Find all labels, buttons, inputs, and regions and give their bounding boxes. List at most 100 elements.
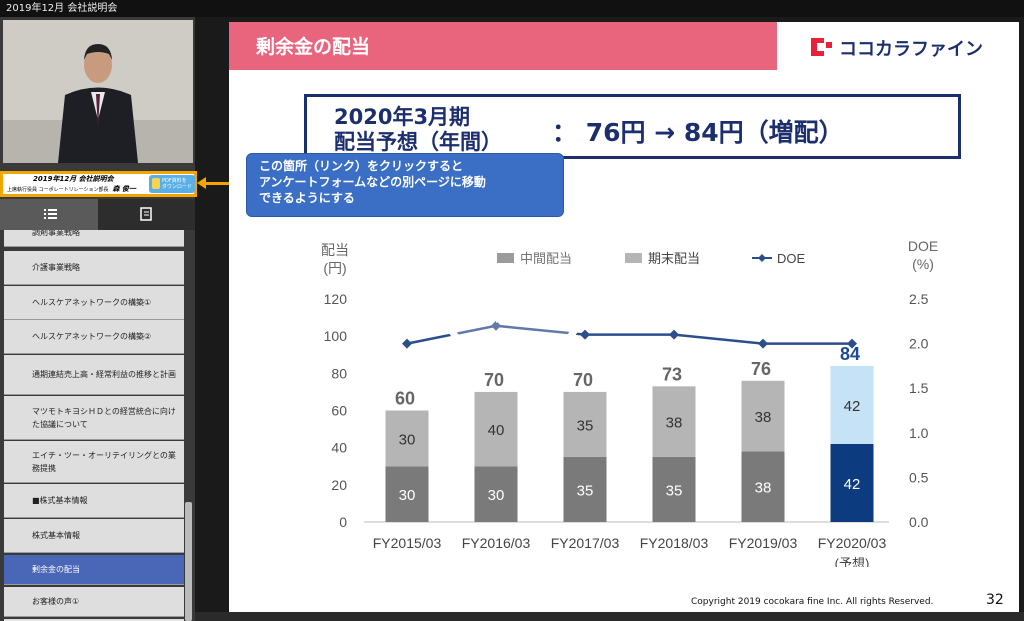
tab-chapters[interactable] [0, 199, 98, 230]
logo-mark-icon [811, 38, 832, 56]
session-title: 2019年12月 会社説明会 [33, 175, 114, 183]
callout-line-1: この箇所（リンク）をクリックすると [259, 159, 464, 173]
x-tick-label: FY2017/03 [551, 535, 620, 551]
callout-line-3: できるようにする [259, 191, 355, 205]
bar-label-interim: 35 [577, 482, 594, 499]
bar-year-end [385, 410, 429, 467]
chapter-item[interactable]: ヘルスケアネットワークの構築② [4, 320, 184, 354]
y-tick-right: 0.0 [909, 514, 929, 530]
x-tick-label: FY2020/03 [818, 535, 887, 551]
bar-label-interim: 35 [666, 482, 683, 499]
y-tick-left: 120 [324, 291, 348, 307]
callout-line-2: アンケートフォームなどの別ページに移動 [259, 175, 486, 189]
chapter-item[interactable]: 通期連結売上高・経常利益の推移と計画 [4, 355, 184, 395]
bar-year-end [652, 386, 696, 457]
presenter-role: 上席執行役員 コーポレートリレーション部長 [7, 187, 109, 193]
y-tick-left: 80 [331, 365, 347, 381]
headline-period-line-1: 2020年3月期 [334, 105, 471, 129]
callout-arrow-head [197, 177, 206, 189]
x-tick-label: FY2019/03 [729, 535, 798, 551]
bar-year-end [830, 365, 874, 444]
pdf-button-label-2: ダウンロード [162, 184, 193, 190]
slide: 剰余金の配当 ココカラファイン 2020年3月期 配当予想（年間） ： 76円 … [229, 22, 1019, 617]
y-tick-right: 2.0 [909, 336, 929, 352]
bar-year-end [741, 380, 785, 452]
chapter-item[interactable]: お客様の声② [4, 619, 184, 621]
bar-interim [741, 451, 785, 522]
bar-label-year-end: 38 [666, 415, 683, 432]
chapter-item[interactable]: エイチ・ツー・オーリテイリングとの業務提携 [4, 441, 184, 483]
y-axis-label-left: (円) [323, 260, 346, 276]
doe-point [402, 338, 412, 349]
chapter-item[interactable]: マツモトキヨシＨＤとの経営統合に向けた協議について [4, 396, 184, 440]
play-button[interactable] [436, 216, 590, 370]
chapter-item[interactable]: 調剤事業戦略 [4, 230, 184, 247]
bar-label-year-end: 42 [844, 398, 861, 415]
pdf-button-label-1: PDF資料を [162, 178, 187, 184]
x-tick-label: FY2015/03 [373, 535, 442, 551]
callout-arrow [205, 182, 247, 185]
copyright: Copyright 2019 cocokara fine Inc. All ri… [691, 597, 934, 607]
y-axis-label-left: 配当 [321, 242, 349, 258]
chapter-list-scrollbar[interactable] [185, 502, 192, 621]
doe-point [847, 338, 857, 349]
session-info-bar[interactable]: 2019年12月 会社説明会 上席執行役員 コーポレートリレーション部長森 俊一… [0, 171, 197, 197]
bar-label-year-end: 38 [755, 409, 772, 426]
legend-label-1: 中間配当 [520, 251, 572, 266]
presenter-video[interactable] [3, 20, 193, 163]
presenter-line: 上席執行役員 コーポレートリレーション部長森 俊一 [7, 184, 136, 194]
bar-label-year-end: 35 [577, 417, 594, 434]
annotation-callout: この箇所（リンク）をクリックすると アンケートフォームなどの別ページに移動 でき… [246, 153, 564, 217]
bar-total-label: 60 [395, 389, 415, 409]
play-icon [496, 263, 544, 323]
headline-period: 2020年3月期 配当予想（年間） [334, 105, 502, 155]
bar-total-label: 73 [662, 364, 682, 384]
tab-notes[interactable] [98, 199, 195, 230]
chapter-item[interactable]: お客様の声① [4, 587, 184, 617]
x-tick-label: FY2016/03 [462, 535, 531, 551]
company-logo: ココカラファイン [809, 34, 983, 64]
bar-interim [563, 456, 607, 522]
legend-label-2: 期末配当 [648, 251, 700, 266]
presenter-name: 森 俊一 [112, 185, 136, 193]
y-tick-left: 40 [331, 440, 347, 456]
slide-title: 剰余金の配当 [256, 36, 371, 58]
bar-label-interim: 42 [844, 476, 861, 493]
bar-interim [830, 443, 874, 522]
y-tick-left: 100 [324, 328, 348, 344]
list-icon [44, 209, 57, 219]
sidebar-tabs [0, 199, 195, 230]
pdf-download-button[interactable]: PDF資料を ダウンロード [149, 175, 195, 193]
x-tick-label: FY2018/03 [640, 535, 709, 551]
bar-total-label: 84 [840, 344, 860, 364]
chapter-item[interactable]: 介護事業戦略 [4, 251, 184, 285]
x-tick-sublabel: (予想) [835, 556, 870, 567]
y-tick-right: 2.5 [909, 291, 929, 307]
legend-label-3: DOE [777, 251, 806, 266]
bar-interim [385, 466, 429, 522]
window-title: 2019年12月 会社説明会 [0, 0, 1024, 17]
page-number: 32 [986, 592, 1004, 608]
legend-line-marker [758, 254, 766, 262]
chapter-item[interactable]: ■株式基本情報 [4, 484, 184, 518]
doe-line [406, 324, 852, 345]
legend-swatch-2 [625, 253, 642, 263]
chapter-item[interactable]: 剰余金の配当 [4, 555, 184, 585]
bar-year-end [563, 391, 607, 457]
chapter-item[interactable]: ヘルスケアネットワークの構築① [4, 286, 184, 320]
bar-interim [474, 466, 518, 522]
y-tick-right: 1.0 [909, 425, 929, 441]
legend-swatch-1 [497, 253, 514, 263]
chapter-item[interactable]: 株式基本情報 [4, 519, 184, 553]
doe-point [758, 338, 768, 349]
bar-label-interim: 30 [488, 487, 505, 504]
doe-point [491, 320, 501, 331]
logo-text: ココカラファイン [839, 39, 983, 60]
chapter-list: 調剤事業戦略介護事業戦略 ヘルスケアネットワークの構築① ヘルスケアネットワークの構… [4, 230, 184, 621]
y-tick-left: 0 [339, 514, 347, 530]
y-tick-left: 60 [331, 403, 347, 419]
y-tick-right: 1.5 [909, 380, 929, 396]
headline-box: 2020年3月期 配当予想（年間） ： 76円 → 84円（増配） [304, 94, 961, 159]
bar-total-label: 70 [573, 370, 593, 390]
headline-dividend: ： 76円 → 84円（増配） [552, 118, 844, 147]
